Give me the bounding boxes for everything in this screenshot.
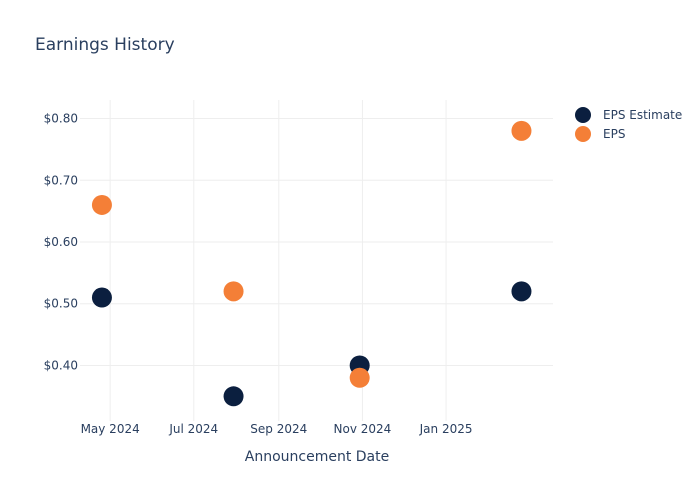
legend: EPS Estimate EPS — [575, 107, 682, 142]
x-tick-label: Sep 2024 — [250, 422, 307, 436]
legend-label: EPS — [603, 127, 625, 141]
x-tick-label: Nov 2024 — [334, 422, 392, 436]
data-point — [223, 281, 244, 302]
x-tick-label: Jul 2024 — [168, 422, 218, 436]
data-point — [223, 386, 244, 407]
x-tick-label: Jan 2025 — [419, 422, 473, 436]
y-axis-ticks: $0.80 $0.70 $0.60 $0.50 $0.40 — [44, 112, 78, 373]
data-point — [349, 367, 370, 388]
x-tick-label: May 2024 — [81, 422, 140, 436]
series-eps — [91, 120, 532, 388]
x-axis-ticks: May 2024 Jul 2024 Sep 2024 Nov 2024 Jan 2025 — [81, 422, 473, 436]
y-tick-label: $0.60 — [44, 235, 78, 249]
y-tick-label: $0.70 — [44, 173, 78, 187]
y-tick-label: $0.50 — [44, 297, 78, 311]
legend-label: EPS Estimate — [603, 108, 682, 122]
data-point — [91, 287, 112, 308]
data-point — [511, 281, 532, 302]
chart-title: Earnings History — [35, 35, 175, 55]
legend-item: EPS — [575, 126, 625, 142]
series-eps-estimate — [91, 281, 532, 407]
plot-points — [91, 120, 532, 407]
x-axis-title: Announcement Date — [245, 449, 389, 465]
y-tick-label: $0.80 — [44, 112, 78, 126]
gridlines — [80, 100, 553, 421]
y-tick-label: $0.40 — [44, 358, 78, 372]
data-point — [511, 120, 532, 141]
legend-marker — [575, 107, 591, 123]
legend-item: EPS Estimate — [575, 107, 682, 123]
legend-marker — [575, 126, 591, 142]
data-point — [91, 194, 112, 215]
